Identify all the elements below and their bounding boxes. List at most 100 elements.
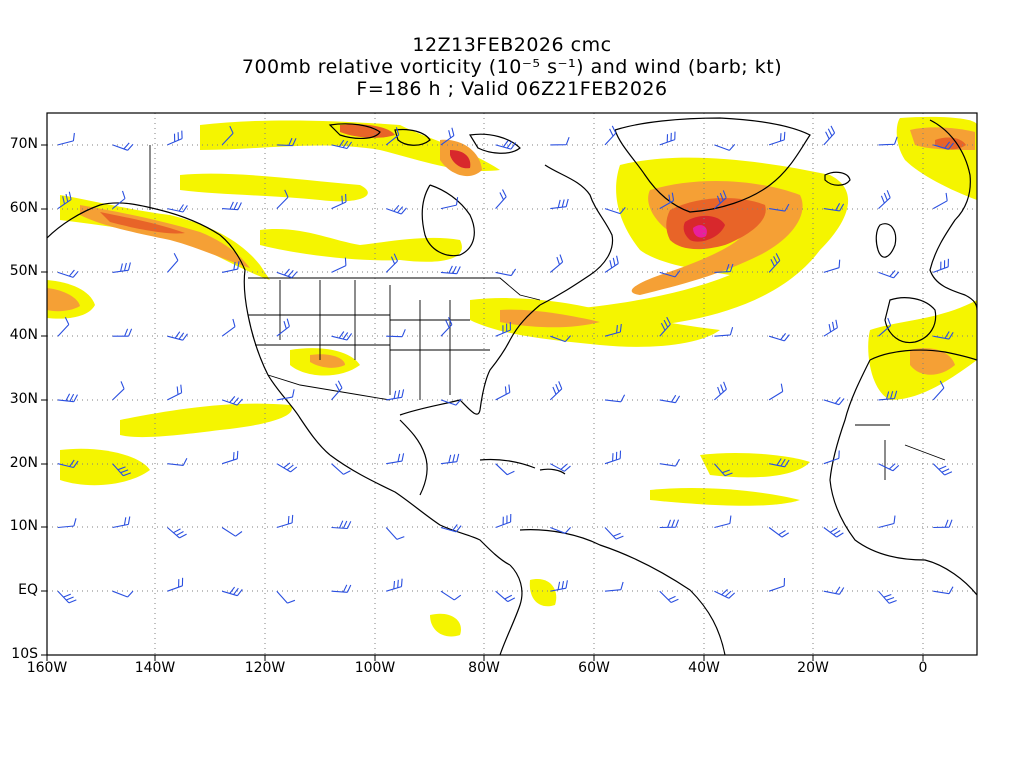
wind-barb xyxy=(440,127,455,146)
wind-barb xyxy=(550,198,569,210)
lat-label-10n: 10N xyxy=(9,518,38,534)
wind-barb xyxy=(659,458,680,467)
coastlines xyxy=(47,117,977,655)
wind-barb xyxy=(604,323,622,337)
wind-barb xyxy=(932,380,945,401)
wind-barb xyxy=(57,393,78,403)
lon-label-60w: 60W xyxy=(578,660,610,676)
wind-barb xyxy=(386,329,406,338)
wind-barb xyxy=(167,527,187,539)
wind-barb xyxy=(878,317,892,337)
wind-barb xyxy=(659,192,675,210)
wind-barb xyxy=(878,270,900,279)
wind-barb xyxy=(550,335,572,343)
wind-barb xyxy=(659,270,681,278)
wind-barb xyxy=(604,450,622,465)
wind-barb xyxy=(878,136,898,146)
wind-barb xyxy=(385,253,399,273)
wind-barb xyxy=(331,193,347,210)
wind-barb xyxy=(276,462,298,473)
lon-label-140w: 140W xyxy=(134,660,176,676)
wind-barb xyxy=(604,394,626,403)
wind-barbs xyxy=(57,125,954,604)
wind-barb xyxy=(495,513,512,529)
wind-barb xyxy=(823,450,840,465)
wind-barb xyxy=(495,189,507,209)
wind-barb xyxy=(112,516,131,529)
lat-label-20n: 20N xyxy=(9,455,38,471)
wind-barb xyxy=(385,527,405,540)
plot-frame xyxy=(46,112,978,656)
wind-barb xyxy=(714,144,736,151)
wind-barb xyxy=(932,463,953,476)
wind-barb xyxy=(549,381,563,401)
wind-barb xyxy=(878,190,891,210)
wind-barb xyxy=(933,519,953,529)
lon-label-20w: 20W xyxy=(797,660,829,676)
wind-barb xyxy=(440,265,461,275)
wind-barb xyxy=(57,191,72,210)
wind-barb xyxy=(823,125,836,146)
lon-label-100w: 100W xyxy=(354,660,396,676)
wind-barb xyxy=(331,584,352,593)
wind-barb xyxy=(440,398,462,406)
wind-barb xyxy=(659,519,680,529)
wind-barb xyxy=(823,203,845,212)
wind-barb xyxy=(604,581,624,592)
wind-barb xyxy=(768,527,789,538)
wind-barb xyxy=(112,381,125,401)
wind-barb xyxy=(57,317,70,337)
wind-barb xyxy=(714,190,727,210)
map-title-line2: 700mb relative vorticity (10⁻⁵ s⁻¹) and … xyxy=(241,56,783,78)
wind-barb xyxy=(933,258,949,273)
lon-label-120w: 120W xyxy=(244,660,286,676)
map-title-line1: 12Z13FEB2026 cmc xyxy=(412,34,612,56)
wind-barb xyxy=(221,396,243,406)
wind-barb xyxy=(112,463,131,477)
wind-barb xyxy=(550,580,568,592)
wind-barb xyxy=(331,520,352,530)
wind-barb xyxy=(878,463,900,472)
wind-barb xyxy=(57,459,79,469)
wind-barb xyxy=(221,125,234,146)
wind-barb xyxy=(276,318,290,337)
wind-barb xyxy=(604,207,626,215)
lat-label-40n: 40N xyxy=(9,327,38,343)
political-borders xyxy=(149,145,946,480)
wind-barb xyxy=(221,318,236,337)
wind-barb xyxy=(768,131,786,146)
wind-barb xyxy=(167,331,188,341)
lat-label-50n: 50N xyxy=(9,263,38,279)
wind-barb xyxy=(112,328,133,337)
wind-barb xyxy=(714,515,732,529)
wind-barb xyxy=(386,204,407,215)
axis-ticks xyxy=(41,144,924,661)
lat-label-70n: 70N xyxy=(9,136,38,152)
wind-barb xyxy=(167,130,183,146)
wind-barb xyxy=(495,384,511,401)
lon-label-40w: 40W xyxy=(688,660,720,676)
wind-barb xyxy=(276,590,296,604)
wind-barb xyxy=(769,203,790,212)
wind-barb xyxy=(659,316,671,337)
wind-barb xyxy=(440,524,462,533)
wind-barb xyxy=(276,137,297,147)
wind-barb xyxy=(386,453,405,465)
wind-barb xyxy=(331,257,347,273)
wind-barb xyxy=(331,463,351,475)
wind-barb xyxy=(386,578,403,592)
wind-barb xyxy=(495,322,511,337)
wind-barb xyxy=(222,201,242,211)
wind-barb xyxy=(221,527,243,537)
wind-barb xyxy=(331,139,353,150)
wind-barb xyxy=(167,384,183,401)
lon-label-160w: 160W xyxy=(26,660,68,676)
wind-barb xyxy=(221,586,243,597)
wind-barb xyxy=(57,269,79,278)
wind-barb xyxy=(276,389,295,401)
wind-barb xyxy=(823,527,844,538)
wind-barb xyxy=(713,463,733,477)
lat-label-eq: EQ xyxy=(18,582,38,598)
wind-barb xyxy=(57,132,75,146)
wind-barb xyxy=(550,526,572,534)
